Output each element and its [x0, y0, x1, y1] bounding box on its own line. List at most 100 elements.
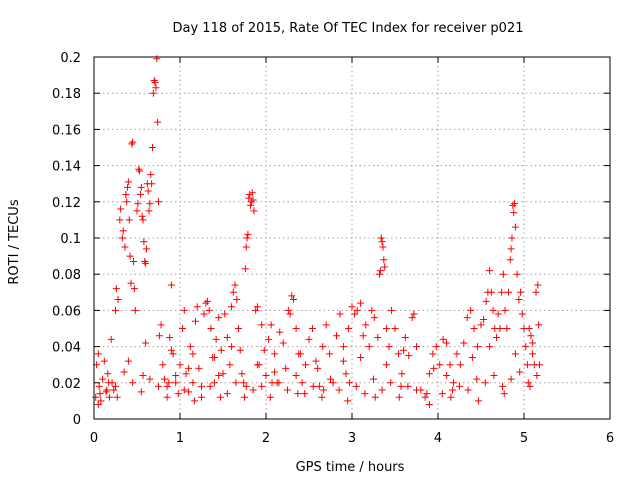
data-point: [529, 350, 537, 358]
data-point: [348, 303, 356, 311]
data-point: [329, 379, 337, 387]
data-point: [511, 350, 519, 358]
data-point: [165, 379, 173, 387]
data-point: [200, 310, 208, 318]
y-tick-label: 0.08: [52, 268, 81, 283]
data-point: [474, 343, 482, 351]
data-point: [191, 397, 199, 405]
data-point: [282, 364, 290, 372]
data-point: [382, 325, 390, 332]
data-point: [136, 191, 144, 199]
data-point: [339, 343, 347, 351]
data-point: [446, 361, 454, 369]
data-point: [112, 285, 120, 293]
data-point: [205, 306, 213, 314]
data-point: [309, 382, 317, 390]
data-point: [99, 375, 107, 383]
data-point: [468, 353, 476, 361]
data-point: [429, 350, 437, 358]
data-point: [370, 375, 377, 383]
data-point: [370, 314, 378, 322]
y-tick-label: 0.02: [52, 377, 81, 392]
data-point: [245, 194, 253, 202]
grid: [94, 57, 610, 419]
y-tick-label: 0.14: [52, 160, 81, 175]
data-point: [527, 332, 535, 340]
data-point: [146, 200, 154, 208]
data-point: [308, 325, 316, 332]
data-point: [95, 382, 103, 390]
data-point: [517, 288, 525, 296]
data-point: [189, 350, 197, 358]
x-tick-label: 4: [434, 431, 442, 446]
data-point: [467, 306, 475, 314]
data-point: [298, 379, 306, 387]
data-point: [501, 306, 509, 314]
data-point: [474, 397, 482, 405]
data-point: [228, 303, 236, 311]
data-point: [513, 270, 521, 278]
data-point: [124, 183, 132, 191]
data-point: [238, 370, 246, 378]
y-tick-label: 0: [73, 413, 81, 428]
data-point: [130, 285, 138, 293]
data-point: [408, 314, 416, 322]
data-point: [212, 335, 220, 343]
data-point: [151, 78, 159, 86]
data-point: [456, 382, 463, 390]
data-point: [268, 379, 276, 387]
data-point: [410, 310, 418, 318]
data-point: [449, 386, 457, 394]
data-point: [365, 343, 373, 351]
y-tick-label: 0.06: [52, 304, 81, 319]
data-point: [247, 201, 255, 209]
data-point: [231, 281, 239, 289]
data-point: [361, 390, 369, 398]
data-point: [155, 332, 163, 340]
data-point: [141, 258, 149, 266]
data-point: [486, 343, 494, 351]
data-point: [453, 350, 461, 358]
data-point: [275, 379, 283, 387]
data-point: [385, 343, 393, 351]
data-point: [169, 350, 177, 358]
y-tick-label: 0.18: [52, 87, 81, 102]
data-point: [217, 346, 225, 354]
data-point: [335, 386, 343, 394]
data-point: [359, 332, 367, 340]
data-point: [226, 361, 234, 369]
data-point: [166, 334, 174, 342]
data-point: [126, 252, 134, 260]
data-point: [233, 296, 241, 304]
data-point: [368, 306, 376, 314]
data-point: [142, 339, 150, 347]
data-point: [529, 339, 537, 347]
data-point: [339, 357, 347, 365]
data-point: [532, 288, 540, 296]
data-point: [219, 370, 227, 378]
data-point: [535, 361, 543, 369]
data-point: [526, 382, 534, 390]
data-point: [378, 238, 386, 246]
data-point: [180, 386, 188, 394]
x-tick-label: 5: [520, 431, 528, 446]
y-tick-label: 0.16: [52, 123, 81, 138]
data-point: [253, 361, 261, 369]
y-tick-label: 0.1: [60, 232, 81, 247]
data-point: [516, 368, 524, 376]
data-point: [378, 386, 386, 394]
data-point: [138, 212, 146, 220]
data-point: [180, 306, 188, 314]
data-point: [357, 299, 365, 307]
data-point: [148, 180, 156, 188]
data-point: [345, 325, 353, 332]
data-point: [423, 390, 431, 398]
data-point: [499, 382, 506, 390]
data-point: [130, 258, 138, 266]
data-point: [518, 310, 526, 318]
data-point: [176, 361, 184, 369]
data-point: [113, 393, 121, 401]
data-point: [449, 379, 457, 387]
data-point: [288, 292, 296, 300]
